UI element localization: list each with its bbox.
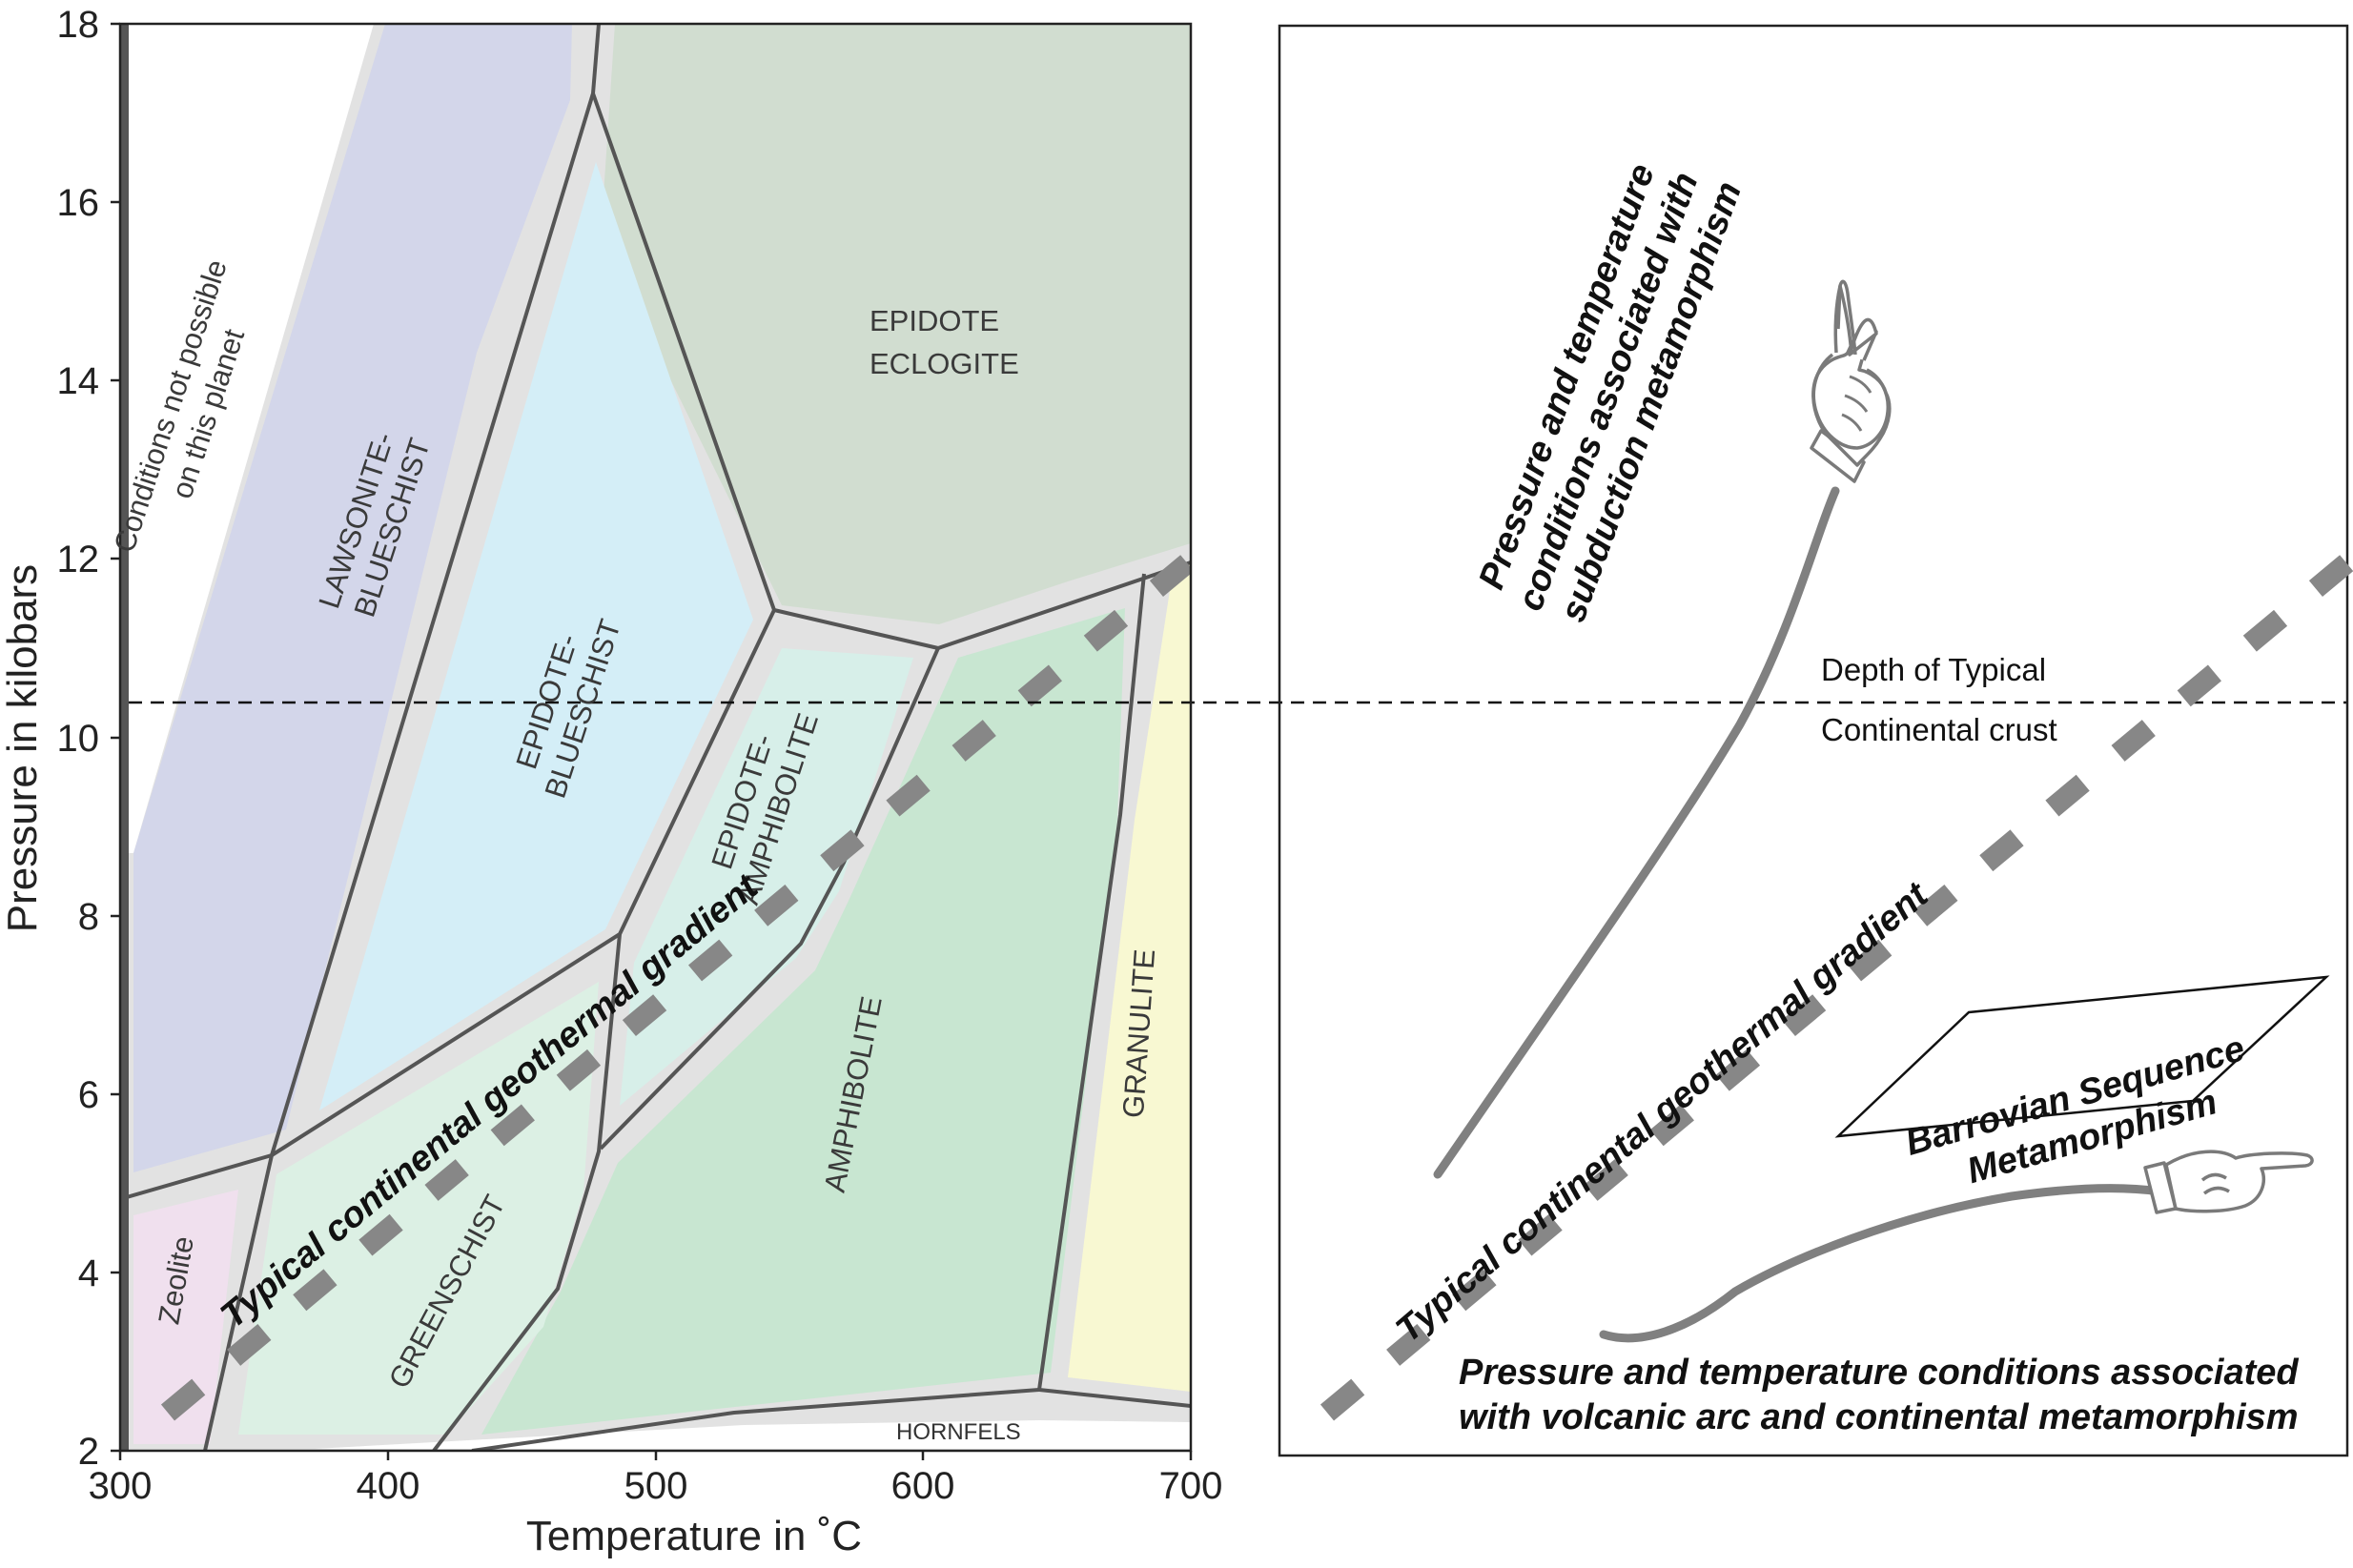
y-tick-label: 14 — [57, 360, 100, 402]
facies-boundaries — [120, 24, 1191, 1451]
label-epidote-eclogite-line2: ECLOGITE — [870, 347, 1019, 380]
palm-right — [2164, 1150, 2314, 1213]
volcanic-arc-path-curve — [1599, 1184, 2164, 1343]
boundary-epidote-amphibolite — [599, 647, 940, 1151]
x-tick-label: 300 — [89, 1465, 153, 1507]
x-axis: 300 400 500 600 700 Temperature in ˚C — [89, 1451, 1223, 1559]
x-tick-marks — [118, 1451, 1193, 1460]
label-hornfels: HORNFELS — [896, 1419, 1021, 1445]
y-tick-label: 18 — [57, 4, 100, 46]
y-tick-label: 2 — [78, 1431, 99, 1473]
greenschist-field — [238, 982, 599, 1435]
subduction-label: Pressure and temperature conditions asso… — [1469, 143, 1751, 631]
finger-outline — [1833, 285, 1853, 356]
left-edge-bar — [120, 24, 129, 1451]
boundary-lawsonite-blueschist — [203, 24, 601, 1451]
pointing-hand-right-icon — [2143, 1150, 2314, 1214]
cuff-up — [1810, 429, 1866, 483]
y-tick-label: 4 — [78, 1252, 99, 1294]
label-epidote-eclogite-line1: EPIDOTE — [870, 304, 999, 337]
fist-knuckles-right — [2200, 1172, 2230, 1195]
y-tick-label: 6 — [78, 1074, 99, 1116]
x-tick-label: 600 — [891, 1465, 955, 1507]
y-axis: 2 4 6 8 10 12 14 16 18 Pressure in kilob… — [0, 4, 120, 1473]
amphibolite-field — [481, 608, 1125, 1435]
index-finger-up — [1848, 317, 1878, 356]
x-tick-label: 400 — [357, 1465, 420, 1507]
left-plot: Conditions not possible on this planet L… — [0, 4, 2347, 1559]
y-tick-label: 10 — [57, 718, 100, 760]
right-panel: Barrovian Sequence Metamorphism Pressure… — [1278, 24, 2353, 1457]
zeolite-field — [133, 1190, 238, 1444]
boundary-amphibolite-granulite — [1037, 573, 1191, 1408]
epidote-blueschist-field — [319, 162, 753, 1110]
facies-fields — [120, 24, 1191, 1449]
index-finger-stroke — [1836, 279, 1857, 356]
boundary-eclogite — [591, 92, 1191, 650]
fist-outline — [1811, 353, 1890, 450]
y-axis-title: Pressure in kilobars — [0, 564, 46, 932]
x-tick-label: 700 — [1159, 1465, 1223, 1507]
impossible-conditions-field — [120, 24, 374, 853]
granulite-field — [1068, 562, 1191, 1392]
volcanic-arc-label-line1: Pressure and temperature conditions asso… — [1459, 1353, 2299, 1393]
barrovian-box — [1834, 975, 2330, 1138]
epidote-eclogite-field — [601, 24, 1191, 624]
y-tick-label: 8 — [78, 896, 99, 938]
epidote-amphibolite-field — [620, 648, 913, 1106]
x-axis-title: Temperature in ˚C — [526, 1513, 862, 1559]
right-gradient-label: Typical continental geothermal gradient — [1389, 874, 1937, 1351]
volcanic-arc-label-line2: with volcanic arc and continental metamo… — [1459, 1397, 2299, 1437]
boundary-hornfels — [471, 1388, 1040, 1451]
fist-knuckles — [1841, 375, 1872, 432]
y-tick-label: 16 — [57, 182, 100, 224]
depth-label-line1: Depth of Typical — [1821, 652, 2046, 687]
boundary-blueschist-greenschist — [120, 609, 776, 1201]
lawsonite-blueschist-field — [133, 24, 572, 1172]
y-tick-marks — [111, 22, 120, 1453]
depth-label-line2: Continental crust — [1821, 712, 2057, 747]
pointing-hand-up-icon — [1810, 279, 1892, 483]
x-tick-label: 500 — [624, 1465, 688, 1507]
subduction-path-curve — [1433, 486, 1840, 1179]
right-panel-frame — [1278, 24, 2349, 1457]
boundary-greenschist-amphibolite — [432, 933, 622, 1451]
y-tick-label: 12 — [57, 539, 100, 580]
